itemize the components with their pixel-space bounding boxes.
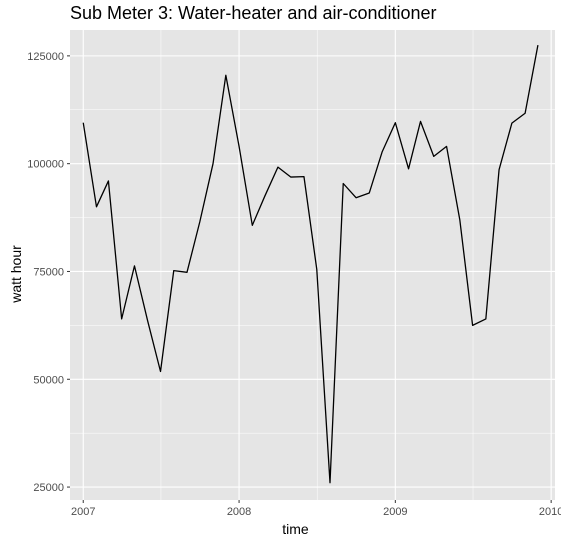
x-tick-label: 2008 xyxy=(227,506,251,518)
y-tick-label: 125000 xyxy=(27,51,64,63)
plot-panel xyxy=(70,30,555,500)
x-axis-label: time xyxy=(282,521,309,537)
x-axis: 2007 2008 2009 2010 xyxy=(71,500,561,518)
x-tick-label: 2010 xyxy=(539,506,561,518)
chart-title: Sub Meter 3: Water-heater and air-condit… xyxy=(70,3,437,23)
minor-gridlines xyxy=(70,30,555,500)
y-tick-label: 25000 xyxy=(33,482,64,494)
y-tick-label: 50000 xyxy=(33,374,64,386)
y-axis: 25000 50000 75000 100000 125000 xyxy=(27,51,70,494)
x-tick-label: 2009 xyxy=(383,506,407,518)
y-tick-label: 75000 xyxy=(33,266,64,278)
series-line xyxy=(82,44,539,484)
y-tick-label: 100000 xyxy=(27,159,64,171)
series-layer xyxy=(82,44,539,484)
x-tick-label: 2007 xyxy=(71,506,95,518)
major-gridlines xyxy=(70,30,555,500)
y-axis-label: watt hour xyxy=(8,245,24,303)
